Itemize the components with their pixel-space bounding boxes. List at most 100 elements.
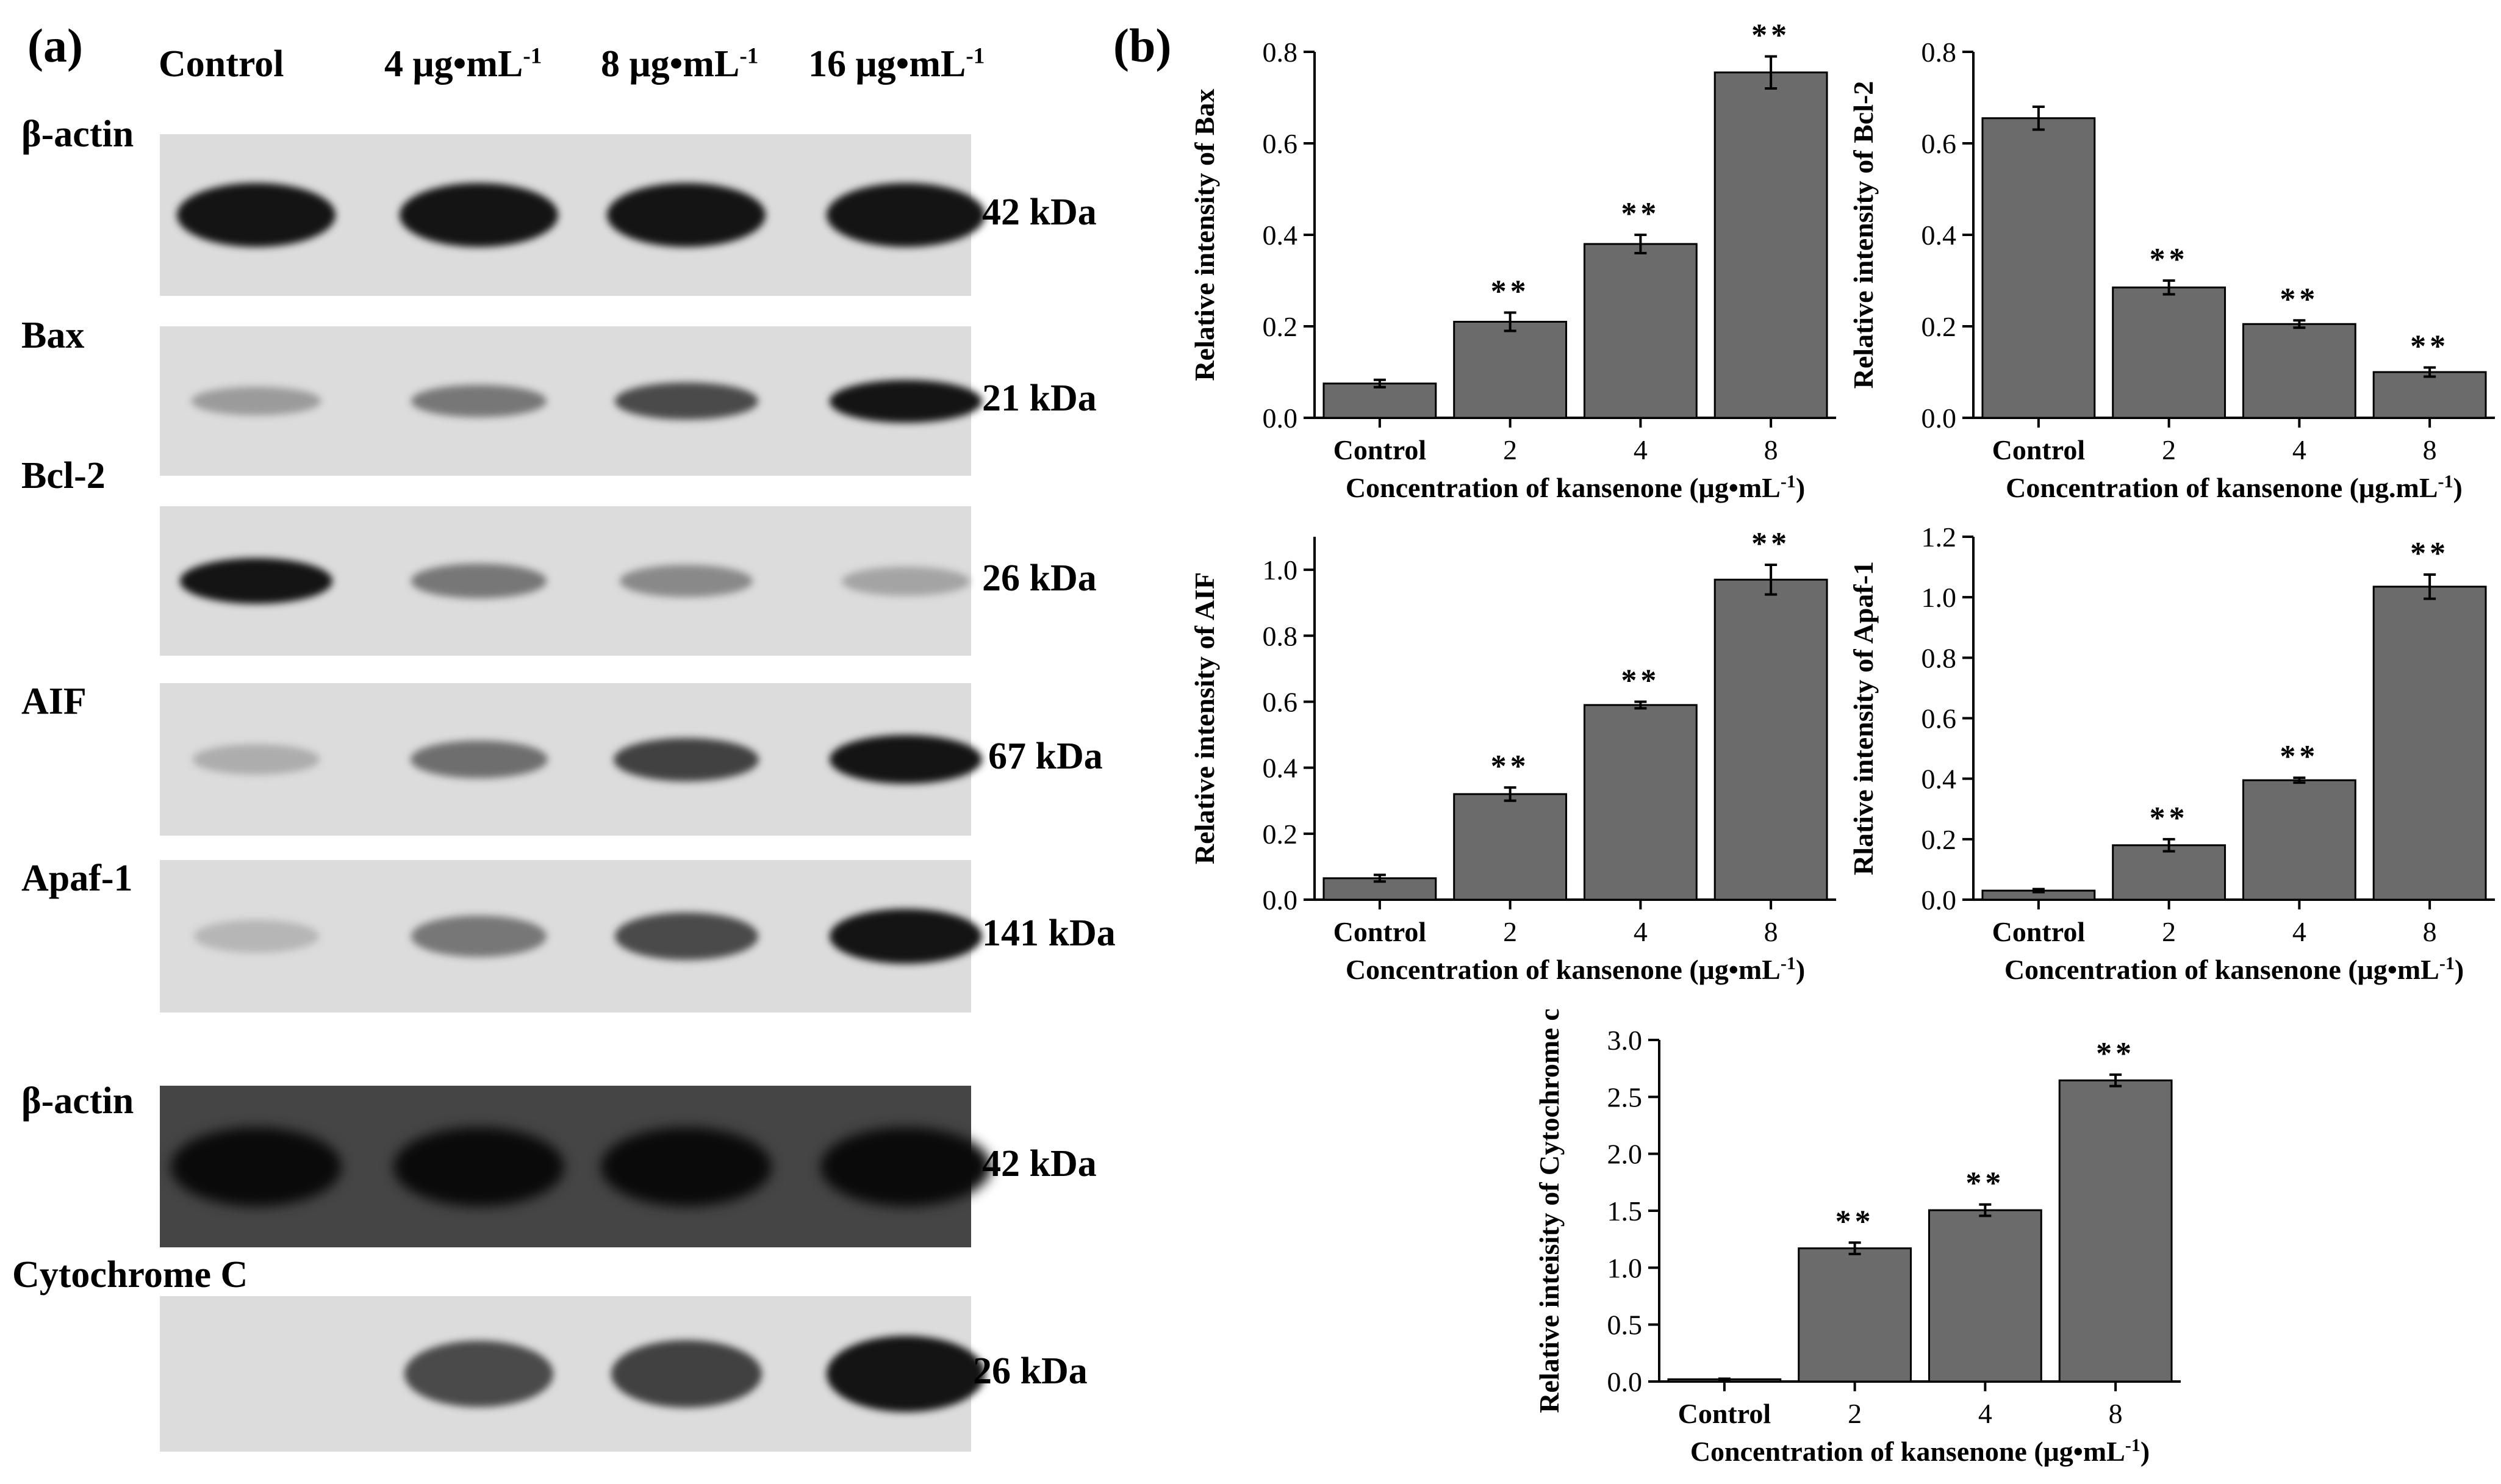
blot-band: [193, 920, 319, 953]
significance-mark: **: [1751, 526, 1790, 561]
blot-band: [830, 379, 982, 423]
x-tick-label: 4: [1634, 916, 1648, 947]
significance-mark: **: [1835, 1204, 1875, 1239]
x-tick-label: 4: [2292, 434, 2306, 465]
bar: [1713, 578, 1828, 901]
significance-mark: **: [1621, 663, 1660, 698]
blot-band: [393, 1127, 564, 1206]
blot-band: [820, 1127, 991, 1206]
y-tick-label: 0.8: [1922, 642, 1957, 673]
y-tick-label: 0.4: [1922, 220, 1957, 251]
x-axis-label-text: Concentration of kansenone (μg•mL: [1346, 472, 1781, 503]
protein-label: AIF: [21, 681, 87, 722]
bar: [1798, 1247, 1912, 1383]
lane-header-text: 4 μg•mL: [384, 43, 523, 85]
blot-band: [601, 1127, 772, 1206]
blot-band: [400, 183, 558, 247]
y-axis-label: Relative inteisity of Cytochrome c: [1534, 1008, 1565, 1413]
significance-mark: **: [2150, 242, 2189, 277]
y-tick-label: 3.0: [1607, 1025, 1643, 1056]
x-axis-label: Concentration of kansenone (μg.mL-1): [2006, 471, 2463, 503]
lane-header-3: 16 μg•mL-1: [808, 43, 985, 86]
x-axis-label: Concentration of kansenone (μg•mL-1): [1690, 1435, 2150, 1467]
lane-header-text: 16 μg•mL: [808, 43, 966, 85]
y-tick-label: 0.5: [1607, 1310, 1643, 1341]
significance-mark: **: [1621, 196, 1660, 231]
y-tick-label: 0.2: [1922, 824, 1957, 855]
blot-strip: [160, 860, 982, 1013]
lane-header-text: Control: [159, 43, 284, 85]
x-axis-label: Concentration of kansenone (μg•mL-1): [2004, 953, 2464, 985]
significance-mark: **: [2096, 1036, 2135, 1071]
lane-header-sup: -1: [739, 43, 759, 69]
x-axis-label-sup: -1: [2438, 471, 2453, 492]
protein-label: Bcl-2: [21, 455, 106, 496]
y-tick-label: 0.0: [1607, 1366, 1643, 1397]
x-tick-label: 4: [1634, 434, 1648, 465]
blot-strip: [160, 506, 971, 656]
bar: [2112, 844, 2226, 901]
y-tick-label: 0.4: [1263, 220, 1298, 251]
protein-label: Cytochrome C: [12, 1254, 248, 1296]
y-tick-label: 0.8: [1263, 37, 1298, 68]
y-tick-label: 1.0: [1263, 554, 1298, 586]
significance-mark: **: [2280, 739, 2319, 774]
blot-band: [830, 909, 982, 964]
blot-strip: [160, 134, 985, 296]
protein-label: β-actin: [21, 1080, 134, 1122]
lane-header-text: 8 μg•mL: [601, 43, 740, 85]
significance-mark: **: [1491, 274, 1530, 309]
blot-band: [620, 564, 753, 598]
x-axis-label-text: Concentration of kansenone (μg.mL: [2006, 472, 2438, 503]
blot-strip: [160, 326, 982, 476]
x-axis-label: Concentration of kansenone (μg•mL-1): [1346, 953, 1805, 985]
bar: [1713, 71, 1828, 419]
lane-header-1: 4 μg•mL-1: [384, 43, 542, 86]
x-tick-label: 8: [1764, 434, 1778, 465]
x-tick-label: Control: [1678, 1398, 1771, 1429]
y-tick-label: 0.0: [1922, 884, 1957, 916]
blot-strip: [160, 1086, 991, 1247]
x-axis-label: Concentration of kansenone (μg•mL-1): [1346, 471, 1805, 503]
lane-header-0: Control: [159, 43, 284, 86]
x-axis-label-sup: -1: [1781, 953, 1796, 973]
y-tick-label: 0.0: [1263, 884, 1298, 916]
blot-band: [411, 916, 547, 957]
y-tick-label: 0.6: [1263, 128, 1298, 159]
x-tick-label: 2: [1503, 434, 1517, 465]
kda-label: 21 kDa: [982, 377, 1097, 419]
bar: [2242, 323, 2356, 419]
blot-band: [171, 1127, 342, 1206]
x-tick-label: Control: [1333, 916, 1427, 947]
blot-band: [827, 183, 985, 247]
y-tick-label: 0.8: [1922, 37, 1957, 68]
kda-label: 141 kDa: [982, 912, 1116, 954]
blot-band: [411, 385, 547, 417]
y-axis-label: Relative intensity of Bax: [1189, 88, 1220, 381]
x-tick-label: 8: [2423, 434, 2437, 465]
x-axis-label-sup: -1: [2125, 1435, 2140, 1455]
y-tick-label: 2.0: [1607, 1139, 1643, 1170]
panel-a-label: (a): [27, 19, 83, 72]
x-tick-label: 2: [1848, 1398, 1862, 1429]
kda-label: 42 kDa: [982, 1142, 1097, 1185]
blot-band: [180, 558, 332, 604]
blot-band: [614, 382, 758, 420]
blot-band: [193, 744, 320, 775]
x-tick-label: 4: [2292, 916, 2306, 947]
bar: [1583, 243, 1698, 419]
y-tick-label: 0.6: [1922, 128, 1957, 159]
blot-band: [191, 387, 321, 415]
blot-strip: [160, 1296, 985, 1452]
y-axis-label: Relative intensity of Bcl-2: [1848, 81, 1879, 389]
x-axis-label-end: ): [2140, 1436, 2150, 1467]
y-tick-label: 1.2: [1922, 522, 1957, 553]
x-axis-label-end: ): [1796, 472, 1805, 503]
x-tick-label: 8: [2109, 1398, 2123, 1429]
lane-header-2: 8 μg•mL-1: [601, 43, 758, 86]
blot-band: [404, 1341, 554, 1407]
protein-label: Apaf-1: [21, 858, 133, 899]
x-axis-label-sup: -1: [2439, 953, 2455, 973]
y-tick-label: 0.2: [1263, 311, 1298, 342]
